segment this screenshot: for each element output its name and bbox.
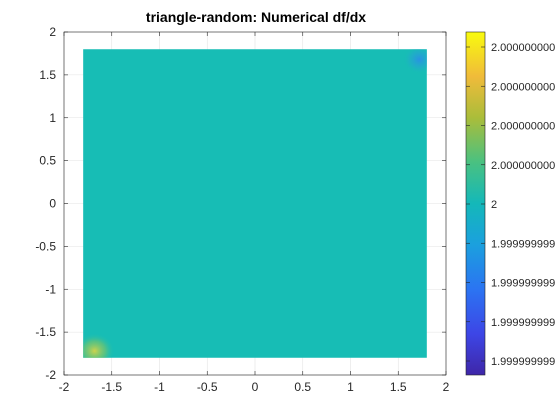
x-tick-label: -0.5 bbox=[197, 380, 218, 394]
y-tick-label: -0.5 bbox=[35, 239, 56, 253]
colorbar-labels: 2.000000000 2.000000000 2.000000000 2.00000… bbox=[466, 42, 555, 368]
colorbar bbox=[465, 31, 486, 376]
colorbar-label: 2 bbox=[491, 199, 497, 211]
colorbar-label: 1.999999999 bbox=[491, 278, 555, 290]
y-tick-label: -1 bbox=[45, 282, 56, 296]
colorbar-label: 1.999999999 bbox=[491, 317, 555, 329]
x-tick-label: 0 bbox=[252, 380, 259, 394]
y-tick-label: 1 bbox=[49, 111, 56, 125]
heatmap-field bbox=[83, 49, 427, 358]
y-tick-label: 0 bbox=[49, 197, 56, 211]
colorbar-label: 2.000000000 bbox=[491, 121, 555, 133]
y-tick-label: 1.5 bbox=[39, 68, 56, 82]
heatmap-feature-0 bbox=[83, 332, 115, 358]
x-tick-label: -2 bbox=[59, 380, 70, 394]
colorbar-label: 2.000000000 bbox=[491, 81, 555, 93]
x-tick-label: 1.5 bbox=[390, 380, 407, 394]
y-tick-label: 2 bbox=[49, 25, 56, 39]
colorbar-label: 2.000000000 bbox=[491, 160, 555, 172]
x-tick-label: -1 bbox=[154, 380, 165, 394]
x-tick-label: -1.5 bbox=[101, 380, 122, 394]
x-tick-label: 2 bbox=[443, 380, 450, 394]
y-tick-label: -2 bbox=[45, 368, 56, 382]
y-axis-ticks: 2 1.5 1 0.5 0 -0.5 -1 -1.5 -2 bbox=[35, 25, 446, 382]
colorbar-label: 1.999999999 bbox=[491, 356, 555, 368]
chart-title: triangle-random: Numerical df/dx bbox=[146, 9, 366, 25]
heatmap-surface bbox=[83, 49, 427, 358]
y-tick-label: 0.5 bbox=[39, 154, 56, 168]
x-tick-label: 0.5 bbox=[294, 380, 311, 394]
x-tick-label: 1 bbox=[347, 380, 354, 394]
colorbar-label: 1.999999999 bbox=[491, 238, 555, 250]
y-tick-label: -1.5 bbox=[35, 325, 56, 339]
colorbar-label: 2.000000000 bbox=[491, 42, 555, 54]
x-axis-ticks: -2 -1.5 -1 -0.5 0 0.5 1 1.5 2 bbox=[59, 32, 450, 394]
heatmap-feature-1 bbox=[403, 49, 427, 74]
